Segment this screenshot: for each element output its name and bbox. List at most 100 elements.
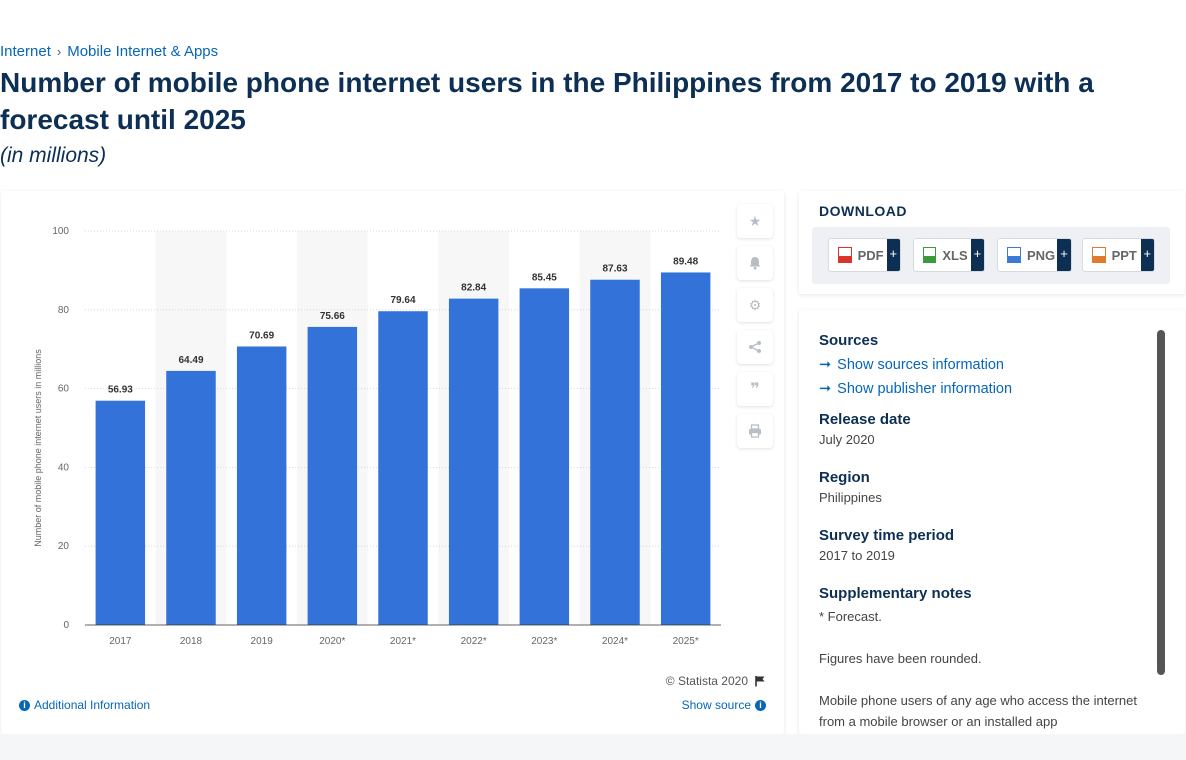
download-png-button[interactable]: PNG + <box>997 238 1072 272</box>
download-png-label: PNG <box>1027 247 1056 263</box>
y-tick-label: 40 <box>58 462 70 473</box>
note-rounded: Figures have been rounded. <box>819 651 982 666</box>
print-icon <box>749 424 761 438</box>
data-label: 79.64 <box>390 295 415 306</box>
data-label: 64.49 <box>178 355 203 366</box>
release-date-value: July 2020 <box>819 432 875 447</box>
pdf-file-icon <box>838 247 852 263</box>
x-tick-label: 2017 <box>109 636 132 647</box>
chart-copyright: © Statista 2020 <box>666 674 766 688</box>
settings-button[interactable]: ⚙ <box>737 288 773 322</box>
info-icon: i <box>755 699 766 711</box>
bar <box>166 370 216 625</box>
favorite-button[interactable]: ★ <box>737 204 773 238</box>
png-file-icon <box>1007 247 1021 263</box>
breadcrumb: Internet › Mobile Internet & Apps <box>0 43 218 60</box>
bar <box>236 346 287 625</box>
breadcrumb-separator: › <box>56 44 62 59</box>
data-label: 70.69 <box>249 330 274 341</box>
sources-scrollbar[interactable] <box>1157 330 1165 675</box>
x-tick-label: 2020* <box>319 636 345 647</box>
xls-file-icon <box>923 247 937 263</box>
sources-card: Sources ➞ Show sources information ➞ Sho… <box>799 310 1185 734</box>
show-source-label: Show source <box>681 698 751 712</box>
survey-period-label: Survey time period <box>819 527 955 544</box>
bar <box>378 311 428 625</box>
star-icon: ★ <box>748 212 762 229</box>
chart-card: 0 20 40 60 80 100 56.93 2017 64.49 2018 70.69 2019 7… <box>1 191 784 734</box>
data-label: 75.66 <box>320 311 345 322</box>
cite-button[interactable]: ❞ <box>737 372 773 406</box>
breadcrumb-mobile-internet-apps[interactable]: Mobile Internet & Apps <box>67 43 219 60</box>
data-label: 82.84 <box>461 283 486 294</box>
supplementary-notes-label: Supplementary notes <box>819 585 972 602</box>
x-tick-label: 2021* <box>390 636 416 647</box>
print-button[interactable] <box>737 414 773 448</box>
release-date-label: Release date <box>819 411 911 428</box>
show-sources-link[interactable]: ➞ Show sources information <box>819 353 1149 377</box>
download-xls-button[interactable]: XLS + <box>913 238 985 272</box>
page-bottom-strip <box>0 734 1186 760</box>
y-tick-label: 80 <box>58 305 70 316</box>
show-source-link[interactable]: Show source i <box>682 698 766 712</box>
flag-icon[interactable] <box>754 675 766 687</box>
chart-toolbar: ★ ⚙ ❞ <box>737 204 773 456</box>
download-ppt-label: PPT <box>1111 247 1137 263</box>
plus-icon: + <box>1140 239 1154 271</box>
additional-information-link[interactable]: i Additional Information <box>19 698 150 712</box>
region-label: Region <box>819 469 870 486</box>
bell-icon <box>749 257 761 270</box>
bar-chart: 0 20 40 60 80 100 56.93 2017 64.49 2018 70.69 2019 7… <box>33 226 721 647</box>
x-tick-label: 2025* <box>673 636 699 647</box>
plus-icon: + <box>886 239 900 271</box>
x-tick-label: 2018 <box>180 636 203 647</box>
additional-information-label: Additional Information <box>34 698 151 712</box>
download-title: DOWNLOAD <box>819 203 907 219</box>
download-pdf-label: PDF <box>857 247 884 263</box>
quote-icon: ❞ <box>750 381 760 398</box>
download-pdf-button[interactable]: PDF + <box>828 238 901 272</box>
info-icon: i <box>19 699 30 711</box>
y-tick-label: 0 <box>63 620 69 631</box>
download-ppt-button[interactable]: PPT + <box>1082 238 1155 272</box>
share-icon <box>749 341 761 353</box>
download-buttons: PDF + XLS + PNG + PPT + <box>812 227 1170 284</box>
data-label: 87.63 <box>602 264 627 275</box>
bar <box>660 272 711 625</box>
y-tick-label: 100 <box>52 226 69 237</box>
bar <box>307 326 358 625</box>
y-tick-label: 60 <box>58 384 70 395</box>
bar <box>519 288 570 625</box>
note-forecast: * Forecast. <box>819 609 882 624</box>
x-tick-label: 2023* <box>531 636 557 647</box>
page-subtitle: (in millions) <box>0 144 107 167</box>
show-publisher-label: Show publisher information <box>837 381 1013 397</box>
breadcrumb-internet[interactable]: Internet <box>0 43 51 60</box>
show-sources-label: Show sources information <box>837 357 1004 373</box>
ppt-file-icon <box>1092 247 1106 263</box>
page-title: Number of mobile phone internet users in… <box>0 67 1094 135</box>
download-xls-label: XLS <box>942 247 968 263</box>
plus-icon: + <box>970 239 984 271</box>
x-tick-label: 2019 <box>251 636 274 647</box>
notification-button[interactable] <box>737 246 773 280</box>
region-value: Philippines <box>819 490 882 505</box>
bar <box>448 298 499 625</box>
show-publisher-link[interactable]: ➞ Show publisher information <box>819 377 1149 401</box>
plus-icon: + <box>1057 239 1071 271</box>
sources-heading: Sources <box>819 332 879 349</box>
copyright-text: © Statista 2020 <box>665 674 748 688</box>
bar <box>95 400 146 625</box>
note-users-definition: Mobile phone users of any age who access… <box>819 693 1137 729</box>
data-label: 85.45 <box>532 272 557 283</box>
y-tick-label: 20 <box>58 541 70 552</box>
download-card: DOWNLOAD PDF + XLS + PNG + PPT + <box>799 191 1185 294</box>
x-tick-label: 2022* <box>461 636 487 647</box>
share-button[interactable] <box>737 330 773 364</box>
survey-period-value: 2017 to 2019 <box>819 548 895 563</box>
data-label: 89.48 <box>673 256 698 267</box>
gear-icon: ⚙ <box>748 296 762 313</box>
bar <box>590 279 640 625</box>
data-label: 56.93 <box>108 385 133 396</box>
arrow-right-icon: ➞ <box>819 381 832 397</box>
